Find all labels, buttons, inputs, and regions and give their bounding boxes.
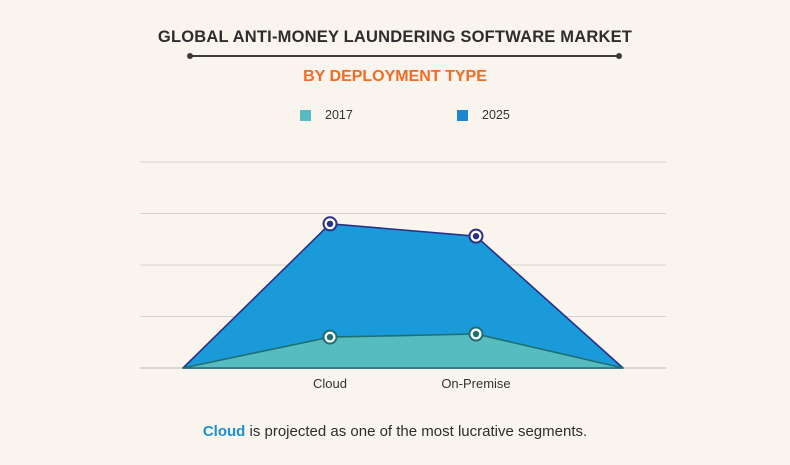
footnote-text: is projected as one of the most lucrativ…	[245, 423, 588, 440]
data-point-core-2025-on-premise	[472, 232, 480, 240]
x-tick-label-cloud: Cloud	[313, 376, 347, 391]
legend-item-2025: 2025	[457, 108, 510, 122]
chart-subtitle: BY DEPLOYMENT TYPE	[303, 68, 487, 85]
legend-label-2017: 2017	[325, 108, 353, 122]
title-divider	[187, 53, 622, 58]
data-point-core-2017-cloud	[326, 333, 334, 341]
series-markers	[322, 216, 484, 345]
data-point-core-2025-cloud	[326, 220, 334, 227]
series-areas	[182, 223, 624, 369]
legend-swatch-2025	[457, 109, 468, 121]
chart-footnote: Cloud is projected as one of the most lu…	[0, 423, 790, 440]
data-point-core-2017-on-premise	[472, 330, 480, 338]
chart-title: GLOBAL ANTI-MONEY LAUNDERING SOFTWARE MA…	[157, 28, 633, 46]
legend-item-2017: 2017	[300, 108, 353, 122]
legend-label-2025: 2025	[482, 108, 510, 122]
legend-swatch-2017	[300, 109, 311, 121]
x-tick-label-on-premise: On-Premise	[441, 376, 510, 391]
x-tick-labels: Cloud On-Premise	[313, 376, 511, 391]
footnote-highlight: Cloud	[202, 423, 246, 440]
